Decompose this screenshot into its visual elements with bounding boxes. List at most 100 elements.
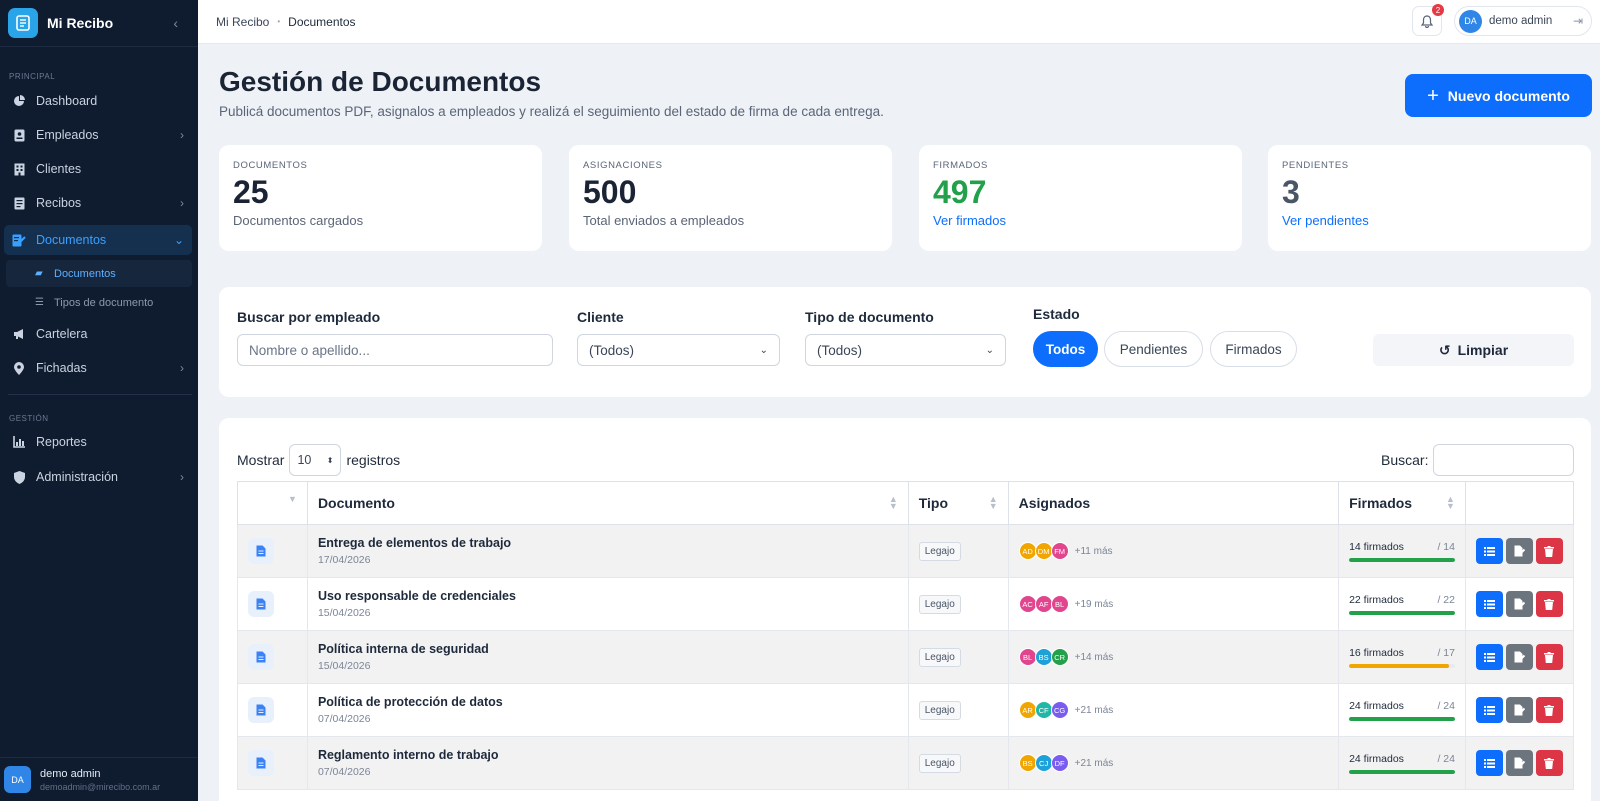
cliente-select[interactable]: (Todos) ⌄ — [577, 334, 780, 366]
list-assignments-button[interactable] — [1475, 591, 1503, 617]
brand[interactable]: Mi Recibo ‹ — [0, 0, 198, 47]
topbar: Mi Recibo • Documentos 2 DA demo admin ⇥ — [198, 0, 1600, 44]
column-header-label: Asignados — [1018, 495, 1091, 511]
sidebar-item-cartelera[interactable]: Cartelera — [4, 319, 192, 349]
edit-document-button[interactable] — [1505, 591, 1533, 617]
documents-table: ▼ Documento ▲ ▼ Tipo ▲ ▼ Asignados Firmados ▲… — [237, 481, 1575, 790]
delete-document-button[interactable] — [1535, 750, 1563, 776]
column-header-tipo[interactable]: Tipo ▲ ▼ — [907, 481, 1009, 525]
cliente-label: Cliente — [577, 309, 624, 325]
stat-label: ASIGNACIONES — [583, 160, 663, 171]
list-icon — [1483, 758, 1495, 768]
document-name: Política interna de seguridad — [317, 642, 489, 656]
file-edit-icon — [1514, 598, 1525, 610]
firmados-progress-bar — [1349, 663, 1455, 668]
sidebar-subitem-label: Tipos de documento — [54, 296, 154, 309]
user-name: demo admin — [40, 767, 101, 780]
chevron-down-icon: ⌄ — [759, 344, 768, 356]
sidebar-item-clientes[interactable]: Clientes — [4, 154, 192, 184]
table-row[interactable]: Reglamento interno de trabajo 07/04/2026 … — [237, 736, 1575, 790]
firmados-progress-fill — [1349, 557, 1455, 562]
sidebar-item-fichadas[interactable]: Fichadas › — [4, 353, 192, 383]
sidebar-item-reportes[interactable]: Reportes — [4, 427, 192, 457]
table-row[interactable]: Entrega de elementos de trabajo 17/04/202… — [237, 524, 1575, 578]
sidebar-item-label: Documentos — [36, 233, 107, 247]
edit-document-button[interactable] — [1505, 644, 1533, 670]
estado-todos-button[interactable]: Todos — [1033, 331, 1098, 367]
list-assignments-button[interactable] — [1475, 644, 1503, 670]
delete-document-button[interactable] — [1535, 538, 1563, 564]
tipo-select[interactable]: (Todos) ⌄ — [805, 334, 1006, 366]
doc-icon-cell — [237, 736, 308, 790]
firmados-progress-fill — [1349, 716, 1455, 721]
notification-badge: 2 — [1432, 4, 1444, 16]
document-date: 07/04/2026 — [317, 713, 371, 725]
sidebar-subitem-documentos[interactable]: ▰ Documentos — [6, 260, 192, 287]
column-header-firmados[interactable]: Firmados ▲ ▼ — [1338, 481, 1466, 525]
sidebar-user[interactable]: DA demo admin demoadmin@mirecibo.com.ar — [0, 757, 198, 801]
document-cell[interactable]: Reglamento interno de trabajo 07/04/2026 — [306, 736, 909, 790]
more-assignees: +11 más — [1074, 545, 1113, 557]
document-cell[interactable]: Política de protección de datos 07/04/202… — [306, 683, 909, 737]
tipo-cell: Legajo — [907, 577, 1009, 631]
asignados-cell: AC AF BL +19 más — [1007, 577, 1340, 631]
logout-icon[interactable]: ⇥ — [1572, 14, 1583, 28]
table-search-input[interactable] — [1433, 444, 1575, 476]
sidebar-item-label: Empleados — [36, 128, 99, 142]
doc-icon-cell — [237, 683, 308, 737]
assignee-avatar: AR — [1018, 701, 1037, 719]
edit-document-button[interactable] — [1505, 697, 1533, 723]
sidebar-item-administracion[interactable]: Administración › — [4, 462, 192, 492]
sliders-icon: ☰ — [35, 297, 44, 308]
stat-desc: Documentos cargados — [233, 213, 364, 228]
column-header-select[interactable]: ▼ — [237, 481, 308, 525]
estado-firmados-button[interactable]: Firmados — [1210, 331, 1297, 367]
delete-document-button[interactable] — [1535, 697, 1563, 723]
new-document-button[interactable]: + Nuevo documento — [1405, 74, 1592, 117]
sidebar-item-recibos[interactable]: Recibos › — [4, 188, 192, 218]
ver-pendientes-link[interactable]: Ver pendientes — [1282, 213, 1369, 228]
user-menu[interactable]: DA demo admin ⇥ — [1454, 6, 1592, 36]
column-header-documento[interactable]: Documento ▲ ▼ — [306, 481, 909, 525]
notifications-button[interactable]: 2 — [1412, 4, 1444, 36]
table-row[interactable]: Política de protección de datos 07/04/202… — [237, 683, 1575, 737]
estado-pendientes-button[interactable]: Pendientes — [1104, 331, 1203, 367]
assignee-avatar: CR — [1050, 648, 1069, 666]
list-assignments-button[interactable] — [1475, 697, 1503, 723]
page-length-select[interactable]: 10 ⬍ — [289, 444, 342, 476]
sidebar-subitem-tipos[interactable]: ☰ Tipos de documento — [6, 289, 192, 316]
tipo-badge: Legajo — [918, 541, 961, 561]
breadcrumb-root[interactable]: Mi Recibo — [216, 14, 270, 29]
breadcrumb-current: Documentos — [288, 14, 356, 29]
file-edit-icon — [1514, 757, 1525, 769]
file-text-icon — [248, 644, 274, 670]
document-date: 07/04/2026 — [317, 766, 371, 778]
collapse-sidebar-icon[interactable]: ‹ — [173, 15, 178, 31]
edit-document-button[interactable] — [1505, 750, 1533, 776]
document-cell[interactable]: Política interna de seguridad 15/04/2026 — [306, 630, 909, 684]
table-row[interactable]: Uso responsable de credenciales 15/04/202… — [237, 577, 1575, 631]
sidebar-item-empleados[interactable]: Empleados › — [4, 120, 192, 150]
sidebar-item-dashboard[interactable]: Dashboard — [4, 86, 192, 116]
document-cell[interactable]: Entrega de elementos de trabajo 17/04/202… — [306, 524, 909, 578]
delete-document-button[interactable] — [1535, 644, 1563, 670]
edit-document-button[interactable] — [1505, 538, 1533, 564]
delete-document-button[interactable] — [1535, 591, 1563, 617]
file-signature-icon — [12, 233, 26, 247]
stat-value: 497 — [933, 174, 987, 210]
file-edit-icon — [1514, 704, 1525, 716]
list-assignments-button[interactable] — [1475, 750, 1503, 776]
document-cell[interactable]: Uso responsable de credenciales 15/04/202… — [306, 577, 909, 631]
assignee-avatar: DM — [1034, 542, 1053, 560]
column-header-asignados: Asignados — [1007, 481, 1340, 525]
firmados-count: 14 firmados — [1349, 540, 1404, 553]
clear-filters-button[interactable]: ↺ Limpiar — [1373, 334, 1574, 366]
sidebar-subitem-label: Documentos — [54, 267, 116, 280]
stat-value: 25 — [233, 174, 269, 210]
sidebar-item-documentos[interactable]: Documentos ⌄ — [4, 225, 192, 255]
ver-firmados-link[interactable]: Ver firmados — [933, 213, 1006, 228]
list-assignments-button[interactable] — [1475, 538, 1503, 564]
trash-icon — [1544, 651, 1555, 663]
table-row[interactable]: Política interna de seguridad 15/04/2026 … — [237, 630, 1575, 684]
search-employee-input[interactable]: Nombre o apellido... — [237, 334, 553, 366]
